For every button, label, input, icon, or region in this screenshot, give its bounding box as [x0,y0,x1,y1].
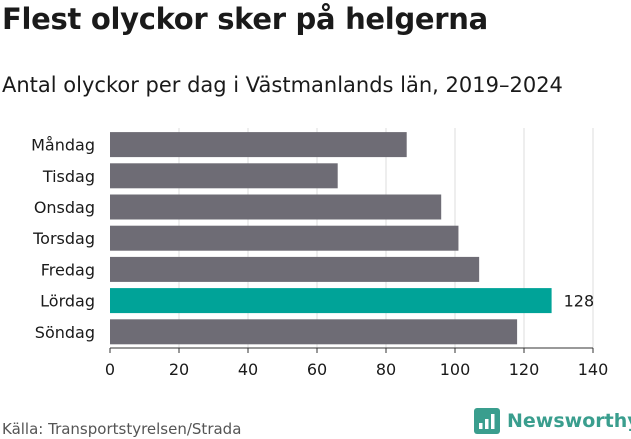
bar-2 [110,194,442,220]
source-note: Källa: Transportstyrelsen/Strada [2,420,242,438]
category-label-4: Fredag [41,260,95,279]
chart-subtitle: Antal olyckor per dag i Västmanlands län… [2,73,563,97]
x-tick-label-4: 80 [376,360,396,379]
x-tick-label-1: 20 [169,360,189,379]
category-label-6: Söndag [35,323,95,342]
bar-4 [110,256,480,282]
data-label-5: 128 [564,292,595,311]
brand-name: Newsworthy [507,410,631,432]
bar-6 [110,319,518,345]
bar-5 [110,288,552,314]
category-label-1: Tisdag [42,167,95,186]
bar-3 [110,225,459,251]
x-tick-label-0: 0 [105,360,115,379]
bar-chart-logo-icon [474,408,500,434]
category-label-0: Måndag [31,136,95,155]
x-tick-label-5: 100 [440,360,471,379]
x-tick-label-6: 120 [509,360,540,379]
bar-chart: Måndag Tisdag Onsdag Torsdag Fredag Lördag 128… [31,128,609,379]
category-label-2: Onsdag [34,198,95,217]
bar-0 [110,132,407,158]
chart-title: Flest olyckor sker på helgerna [2,2,488,36]
bar-1 [110,163,338,189]
category-label-3: Torsdag [32,229,95,248]
newsworthy-logo: Newsworthy [474,408,631,434]
x-tick-label-2: 40 [238,360,258,379]
x-tick-label-7: 140 [578,360,609,379]
x-tick-label-3: 60 [307,360,327,379]
category-label-5: Lördag [40,292,95,311]
